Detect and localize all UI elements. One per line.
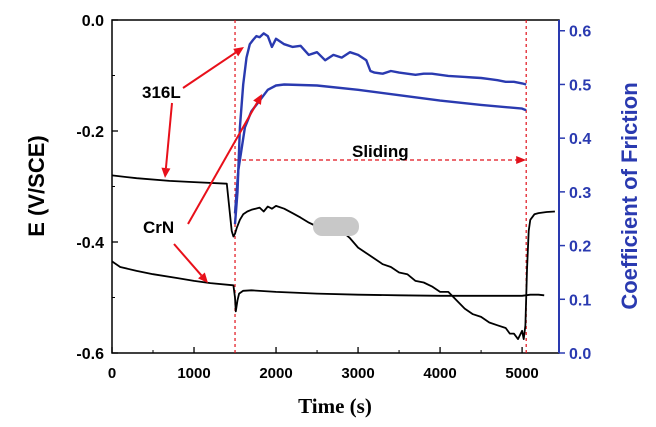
left-tick-label: -0.4 xyxy=(76,235,104,252)
left-tick-label: -0.2 xyxy=(76,124,104,141)
gray-blob xyxy=(313,217,359,236)
right-tick-label: 0.6 xyxy=(569,24,591,41)
series-layer xyxy=(111,32,555,341)
arrow-316L-potential-head xyxy=(161,167,171,178)
arrow-CrN-potential-head xyxy=(198,272,208,283)
right-tick-label: 0.1 xyxy=(569,292,591,309)
right-tick-label: 0.3 xyxy=(569,185,591,202)
label-sliding: Sliding xyxy=(352,142,409,161)
arrow-316L-friction-head xyxy=(233,47,244,57)
series-crn-friction xyxy=(233,83,527,214)
arrow-CrN-potential-shaft xyxy=(173,243,203,277)
series-316l-friction xyxy=(233,32,527,225)
bottom-tick-label: 5000 xyxy=(505,365,538,382)
series-crn-potential xyxy=(111,260,545,313)
bottom-tick-label: 4000 xyxy=(423,365,456,382)
arrow-316L-friction-shaft xyxy=(182,51,237,89)
arrow-316L-friction xyxy=(182,47,244,89)
left-tick-label: -0.6 xyxy=(76,346,104,363)
label-316L: 316L xyxy=(142,83,181,102)
sliding-arrowhead xyxy=(516,156,527,164)
x-axis-label: Time (s) xyxy=(298,394,372,418)
arrow-CrN-potential xyxy=(173,243,208,283)
series-316l-potential xyxy=(111,174,555,341)
annotation-arrows xyxy=(161,47,262,283)
arrow-316L-potential xyxy=(161,102,173,178)
left-axis-ticks: 0.0 -0.2 -0.4 -0.6 xyxy=(76,13,118,363)
plot-frame xyxy=(111,19,560,354)
right-tick-label: 0.2 xyxy=(569,239,591,256)
arrow-CrN-friction-head xyxy=(253,94,262,105)
right-axis-ticks: 0.6 0.5 0.4 0.3 0.2 0.1 0.0 xyxy=(559,24,591,363)
bottom-tick-label: 3000 xyxy=(341,365,374,382)
right-tick-label: 0.0 xyxy=(569,346,591,363)
bottom-tick-label: 0 xyxy=(108,365,116,382)
right-tick-label: 0.4 xyxy=(569,131,591,148)
y-axis-label-left: E (V/SCE) xyxy=(24,135,49,236)
bottom-tick-label: 2000 xyxy=(259,365,292,382)
arrow-316L-potential-shaft xyxy=(164,102,173,169)
left-tick-label: 0.0 xyxy=(82,13,104,30)
bottom-tick-label: 1000 xyxy=(177,365,210,382)
label-CrN: CrN xyxy=(143,218,174,237)
arrow-CrN-friction-shaft xyxy=(187,102,258,225)
bottom-axis-ticks: 0 1000 2000 3000 4000 5000 xyxy=(108,347,539,382)
y-axis-label-right: Coefficient of Friction xyxy=(617,82,642,309)
arrow-CrN-friction xyxy=(187,94,262,225)
right-tick-label: 0.5 xyxy=(569,77,591,94)
